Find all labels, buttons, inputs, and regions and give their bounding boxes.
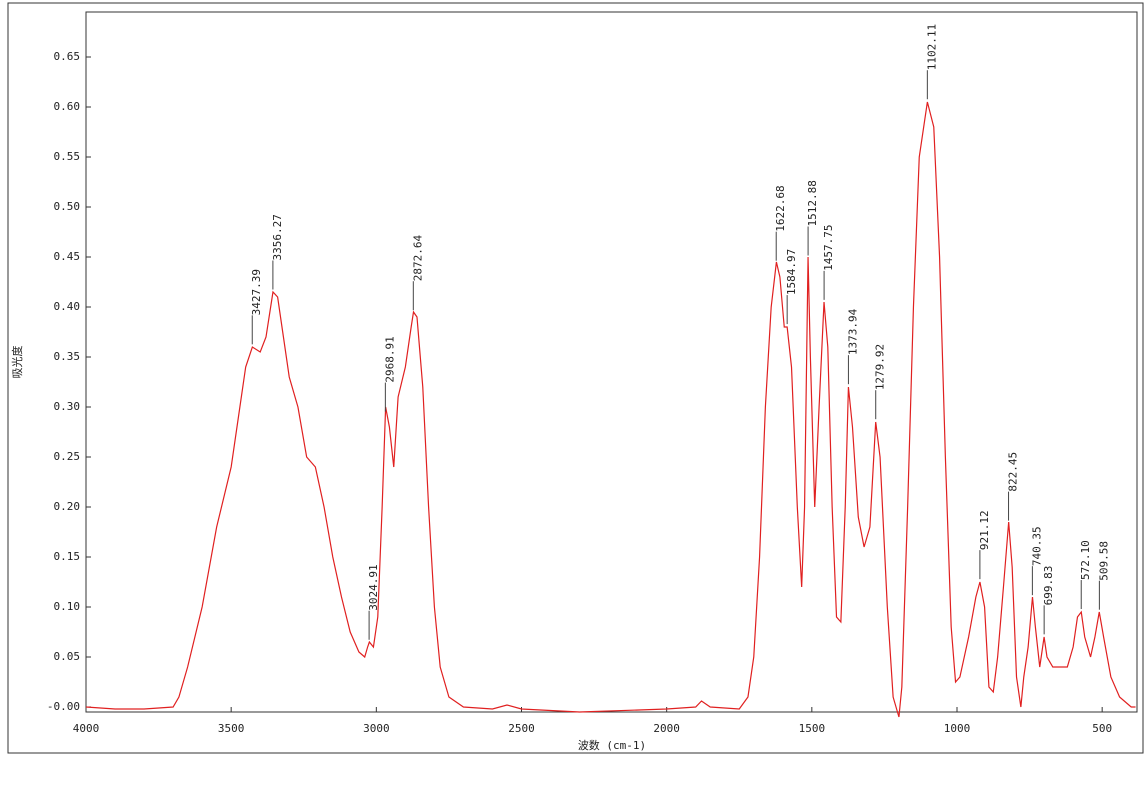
y-tick-label: 0.35: [54, 350, 81, 363]
peak-label: 3024.91: [367, 564, 380, 610]
peak-label: 1279.92: [874, 344, 887, 390]
y-tick-label: 0.15: [54, 550, 81, 563]
x-tick-label: 2000: [653, 722, 680, 735]
spectrum-line: [85, 101, 1136, 718]
y-tick-label: 0.65: [54, 50, 81, 63]
x-tick-label: 1500: [799, 722, 826, 735]
peak-label: 2968.91: [383, 336, 396, 382]
x-tick-label: 500: [1092, 722, 1112, 735]
peak-label: 572.10: [1079, 540, 1092, 580]
peak-label: 1373.94: [846, 308, 859, 355]
y-tick-label: 0.30: [54, 400, 81, 413]
plot-frame: [85, 11, 1138, 713]
x-tick-label: 1000: [944, 722, 971, 735]
peak-label: 822.45: [1007, 452, 1020, 492]
peak-label: 740.35: [1030, 526, 1043, 566]
peak-label: 1584.97: [785, 249, 798, 295]
x-tick-label: 3000: [363, 722, 390, 735]
peak-label: 1512.88: [806, 180, 819, 226]
y-axis-label: 吸光度: [10, 346, 24, 379]
x-tick-label: 2500: [508, 722, 535, 735]
y-tick-label: 0.45: [54, 250, 81, 263]
y-tick-label: 0.50: [54, 200, 81, 213]
y-tick-label: -0.00: [47, 700, 80, 713]
peak-label: 2872.64: [411, 234, 424, 281]
x-axis-label: 波数 (cm-1): [578, 739, 646, 752]
peak-label: 1457.75: [822, 225, 835, 271]
peak-label: 3427.39: [250, 269, 263, 315]
y-tick-label: 0.10: [54, 600, 81, 613]
outer-frame: [7, 2, 1144, 754]
x-tick-label: 4000: [73, 722, 100, 735]
peak-label: 1622.68: [774, 185, 787, 231]
peak-label: 1102.11: [925, 24, 938, 70]
x-tick-label: 3500: [218, 722, 245, 735]
peak-label: 699.83: [1042, 566, 1055, 606]
y-tick-label: 0.40: [54, 300, 81, 313]
y-tick-label: 0.25: [54, 450, 81, 463]
peak-label: 921.12: [978, 510, 991, 550]
y-tick-label: 0.60: [54, 100, 81, 113]
y-tick-label: 0.05: [54, 650, 81, 663]
peak-label: 509.58: [1097, 541, 1110, 581]
peak-label: 3356.27: [271, 214, 284, 260]
y-tick-label: 0.20: [54, 500, 81, 513]
y-tick-label: 0.55: [54, 150, 81, 163]
